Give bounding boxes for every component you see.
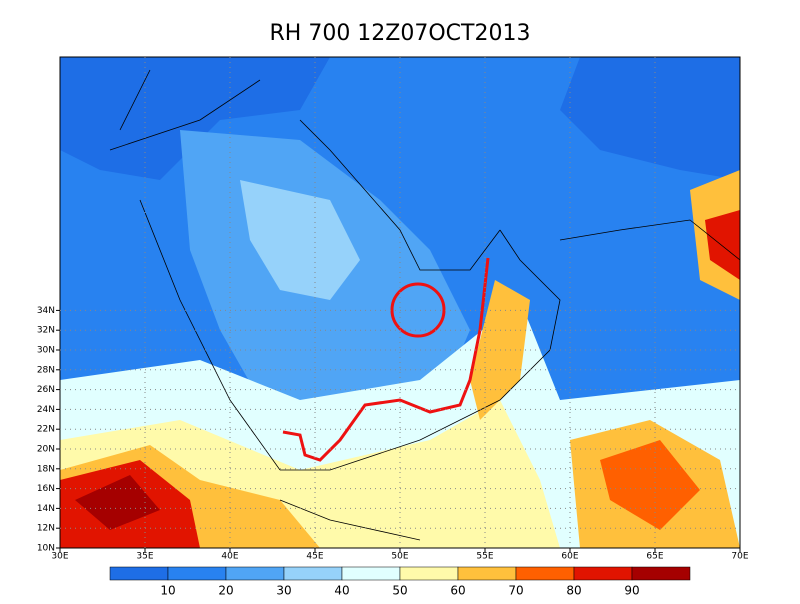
colorbar-swatch xyxy=(109,566,169,581)
colorbar-swatch xyxy=(341,566,401,581)
colorbar-swatch xyxy=(283,566,343,581)
rh-field xyxy=(60,57,740,548)
annotation-circle xyxy=(390,282,446,338)
lon-label: 30E xyxy=(51,552,68,562)
lon-label: 70E xyxy=(731,552,748,562)
lat-label: 18N xyxy=(37,464,55,474)
colorbar-swatch xyxy=(399,566,459,581)
moist-area xyxy=(75,475,160,530)
lat-label: 26N xyxy=(37,385,55,395)
colorbar-swatch xyxy=(631,566,691,581)
lat-label: 22N xyxy=(37,425,55,435)
colorbar-swatch xyxy=(225,566,285,581)
colorbar-label: 80 xyxy=(566,584,581,598)
lat-label: 32N xyxy=(37,326,55,336)
lat-label: 16N xyxy=(37,484,55,494)
colorbar-label: 10 xyxy=(160,584,175,598)
lat-label: 20N xyxy=(37,445,55,455)
colorbar-label: 50 xyxy=(392,584,407,598)
colorbar-label: 30 xyxy=(276,584,291,598)
dry-area xyxy=(60,57,330,180)
colorbar-label: 70 xyxy=(508,584,523,598)
lon-label: 35E xyxy=(136,552,153,562)
colorbar-swatch xyxy=(573,566,633,581)
lat-label: 30N xyxy=(37,346,55,356)
colorbar-swatch xyxy=(515,566,575,581)
lon-label: 50E xyxy=(391,552,408,562)
colorbar-label: 40 xyxy=(334,584,349,598)
colorbar-label: 60 xyxy=(450,584,465,598)
moist-area xyxy=(705,210,740,280)
title: RH 700 12Z07OCT2013 xyxy=(270,21,531,46)
lat-label: 12N xyxy=(37,524,55,534)
lon-label: 60E xyxy=(561,552,578,562)
moist-area xyxy=(600,440,700,530)
lat-label: 28N xyxy=(37,365,55,375)
lat-label: 24N xyxy=(37,405,55,415)
colorbar-label: 90 xyxy=(624,584,639,598)
lon-label: 65E xyxy=(646,552,663,562)
dry-area xyxy=(560,57,740,180)
lon-label: 45E xyxy=(306,552,323,562)
lat-label: 14N xyxy=(37,504,55,514)
colorbar-swatch xyxy=(457,566,517,581)
lon-label: 55E xyxy=(476,552,493,562)
colorbar-label: 20 xyxy=(218,584,233,598)
lon-label: 40E xyxy=(221,552,238,562)
lat-label: 34N xyxy=(37,306,55,316)
lat-label: 10N xyxy=(37,544,55,554)
colorbar-swatch xyxy=(167,566,227,581)
moist-area xyxy=(240,180,360,300)
annotation-line xyxy=(282,257,490,462)
